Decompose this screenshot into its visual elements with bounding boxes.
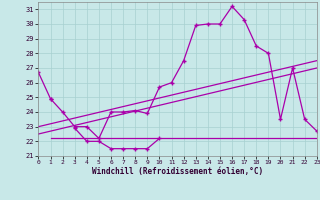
X-axis label: Windchill (Refroidissement éolien,°C): Windchill (Refroidissement éolien,°C) xyxy=(92,167,263,176)
